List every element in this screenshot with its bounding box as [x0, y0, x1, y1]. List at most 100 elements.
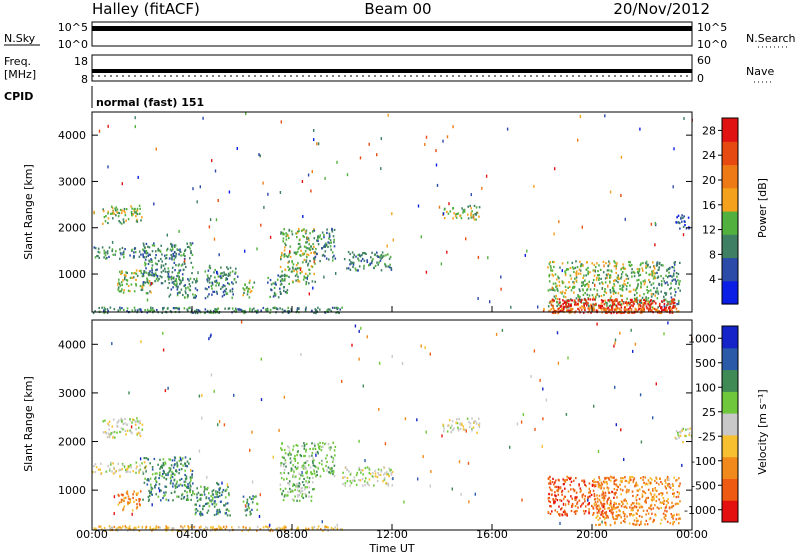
echo-cell: [457, 429, 460, 432]
echo-cell: [611, 508, 613, 511]
echo-cell: [120, 493, 123, 496]
echo-cell: [170, 278, 173, 281]
echo-cell: [286, 274, 288, 277]
ground-scatter-cell: [215, 528, 218, 531]
echo-cell: [672, 492, 674, 495]
velocity-ylabel: Slant Range [km]: [22, 376, 35, 472]
echo-cell: [133, 209, 135, 213]
echo-cell: [183, 284, 185, 288]
echo-cell: [124, 276, 126, 279]
echo-cell: [631, 275, 633, 278]
echo-cell: [223, 271, 225, 274]
echo-cell: [682, 427, 685, 431]
echo-cell: [236, 275, 239, 278]
echo-cell: [207, 269, 210, 272]
ground-scatter-cell: [566, 305, 568, 309]
echo-cell: [310, 495, 313, 498]
echo-cell: [624, 498, 626, 501]
echo-cell: [209, 267, 212, 270]
noise-cell: [391, 212, 393, 216]
echo-cell: [471, 417, 473, 420]
echo-cell: [637, 283, 639, 286]
echo-cell: [389, 469, 391, 472]
noise-cell: [556, 331, 559, 335]
echo-cell: [130, 210, 133, 214]
echo-cell: [192, 266, 194, 269]
echo-cell: [164, 461, 166, 464]
echo-cell: [650, 295, 653, 298]
echo-cell: [649, 273, 652, 276]
x-tick-label: 08:00: [276, 528, 308, 541]
echo-cell: [150, 258, 152, 261]
echo-cell: [183, 496, 186, 499]
echo-cell: [138, 469, 140, 472]
echo-cell: [193, 278, 195, 281]
echo-cell: [634, 505, 636, 508]
echo-cell: [619, 287, 621, 290]
echo-cell: [645, 265, 647, 268]
echo-cell: [246, 508, 249, 511]
echo-cell: [160, 257, 162, 261]
noise-cell: [604, 114, 606, 118]
echo-cell: [659, 477, 661, 480]
echo-cell: [158, 278, 160, 281]
ground-scatter-cell: [650, 309, 652, 312]
echo-cell: [305, 246, 307, 249]
noise-cell: [441, 434, 443, 438]
y-tick-label: 1000: [58, 484, 86, 497]
echo-cell: [356, 471, 359, 474]
echo-cell: [215, 490, 217, 493]
echo-cell: [231, 290, 234, 293]
echo-cell: [576, 266, 579, 269]
ground-scatter-cell: [198, 526, 201, 529]
echo-cell: [637, 268, 639, 271]
echo-cell: [140, 272, 143, 275]
echo-cell: [184, 262, 186, 265]
echo-cell: [560, 490, 563, 493]
echo-cell: [333, 241, 335, 244]
echo-cell: [184, 254, 186, 258]
echo-cell: [93, 465, 95, 468]
echo-cell: [154, 472, 157, 475]
noise-cell: [113, 495, 116, 499]
echo-cell: [587, 266, 589, 269]
echo-cell: [656, 506, 659, 509]
freq-panel-frame: [91, 54, 693, 82]
colorbar-band: [722, 164, 738, 189]
noise-cell: [201, 394, 203, 397]
echo-cell: [122, 493, 124, 496]
echo-cell: [574, 510, 577, 513]
echo-cell: [288, 282, 290, 285]
echo-cell: [180, 254, 182, 257]
echo-cell: [312, 247, 314, 251]
ground-scatter-cell: [141, 525, 144, 528]
ground-scatter-cell: [278, 526, 280, 529]
ground-scatter-cell: [612, 303, 614, 306]
echo-cell: [564, 270, 566, 273]
echo-cell: [608, 491, 611, 494]
echo-cell: [279, 275, 281, 278]
echo-cell: [474, 420, 477, 423]
echo-cell: [642, 509, 645, 512]
echo-cell: [318, 236, 321, 239]
echo-cell: [123, 278, 126, 281]
echo-cell: [181, 273, 184, 276]
echo-cell: [619, 284, 621, 287]
echo-cell: [224, 496, 227, 499]
echo-cell: [547, 477, 550, 480]
echo-cell: [182, 277, 184, 280]
ground-scatter-cell: [330, 526, 333, 530]
echo-cell: [677, 434, 680, 437]
noise-cell: [315, 453, 317, 457]
ground-scatter-cell: [613, 303, 615, 306]
echo-cell: [597, 483, 600, 486]
ground-scatter-cell: [161, 311, 163, 314]
echo-cell: [451, 424, 453, 427]
echo-cell: [598, 511, 600, 514]
noise-cell: [594, 269, 596, 273]
echo-cell: [296, 230, 299, 233]
nsky-tick-top: 10^5: [58, 21, 88, 34]
echo-cell: [142, 248, 144, 251]
echo-cell: [100, 462, 102, 465]
echo-cell: [141, 286, 143, 289]
